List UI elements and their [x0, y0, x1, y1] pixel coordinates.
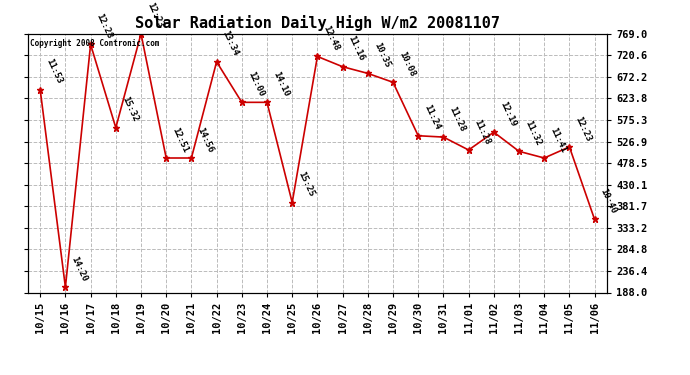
Title: Solar Radiation Daily High W/m2 20081107: Solar Radiation Daily High W/m2 20081107 [135, 15, 500, 31]
Text: 11:53: 11:53 [44, 57, 64, 86]
Text: Copyright 2008 Contronic.com: Copyright 2008 Contronic.com [30, 39, 160, 48]
Text: 12:23: 12:23 [145, 2, 165, 30]
Text: 11:41: 11:41 [549, 126, 568, 154]
Text: 11:16: 11:16 [347, 34, 366, 63]
Text: 14:20: 14:20 [70, 255, 89, 283]
Text: 11:28: 11:28 [448, 105, 467, 133]
Text: 15:25: 15:25 [297, 170, 316, 198]
Text: 12:28: 12:28 [95, 12, 115, 40]
Text: 12:48: 12:48 [322, 24, 341, 52]
Text: 10:35: 10:35 [372, 41, 391, 69]
Text: 11:32: 11:32 [523, 119, 542, 147]
Text: 12:51: 12:51 [170, 126, 190, 154]
Text: 14:10: 14:10 [271, 70, 290, 98]
Text: 10:40: 10:40 [599, 187, 618, 215]
Text: 12:23: 12:23 [573, 114, 593, 143]
Text: 14:56: 14:56 [195, 126, 215, 154]
Text: 11:24: 11:24 [422, 104, 442, 132]
Text: 10:08: 10:08 [397, 50, 417, 78]
Text: 12:00: 12:00 [246, 70, 266, 98]
Text: 13:34: 13:34 [221, 30, 240, 58]
Text: 11:28: 11:28 [473, 118, 492, 146]
Text: 15:32: 15:32 [120, 95, 139, 123]
Text: 12:19: 12:19 [498, 100, 518, 128]
